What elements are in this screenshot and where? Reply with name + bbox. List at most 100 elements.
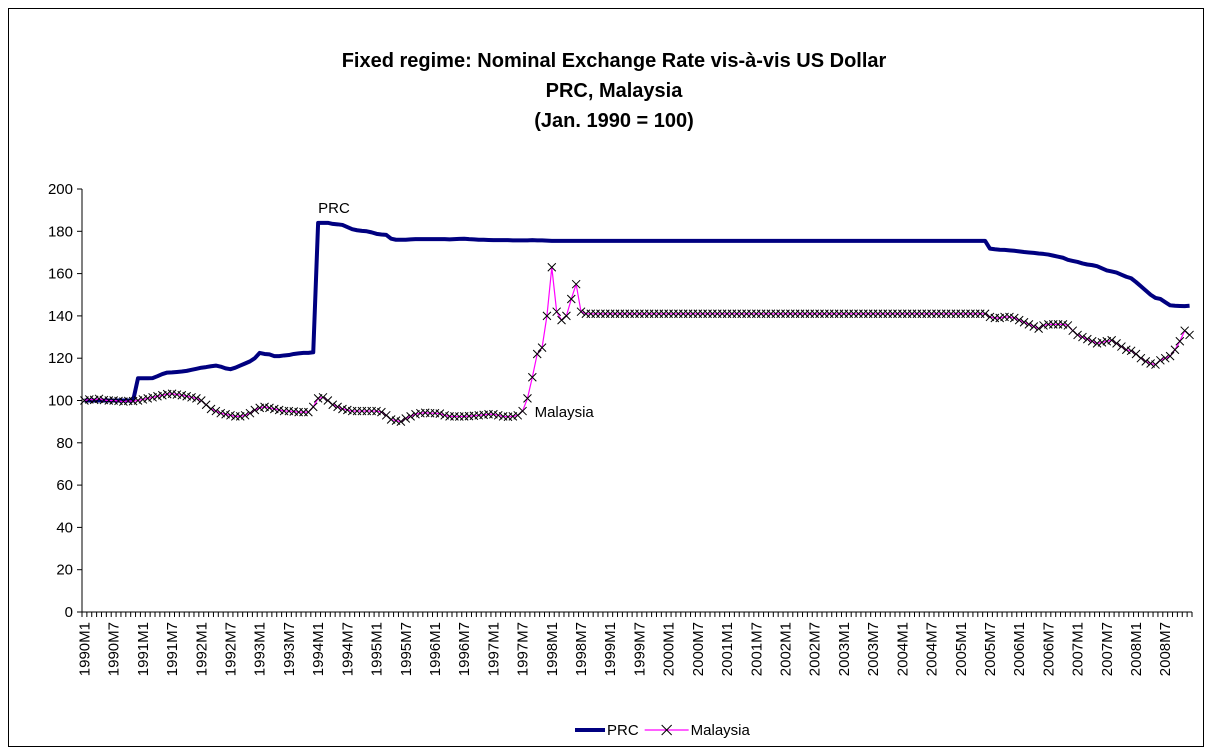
x-tick-label: 2007M7 [1099, 622, 1116, 676]
y-tick-label: 100 [48, 393, 73, 410]
x-tick-label: 2004M1 [894, 622, 911, 676]
series-marker [245, 408, 255, 418]
legend-label: PRC [607, 722, 639, 739]
series-marker [1078, 332, 1087, 342]
annotation: Malaysia [535, 404, 595, 421]
legend-marker [661, 724, 673, 736]
x-tick-label: 1994M7 [339, 622, 356, 676]
series-marker [1019, 317, 1029, 327]
x-tick-label: 1999M1 [602, 622, 619, 676]
x-tick-label: 1993M1 [252, 622, 269, 676]
series-marker [1082, 334, 1092, 344]
series-marker [1087, 336, 1097, 346]
annotation: PRC [318, 200, 350, 217]
x-tick-label: 1992M7 [222, 622, 239, 676]
series-marker [1034, 324, 1043, 333]
series-marker [552, 307, 562, 317]
series-marker [542, 311, 552, 321]
x-tick-label: 1990M1 [76, 622, 93, 676]
series-marker [1136, 353, 1146, 363]
series-marker [1126, 346, 1136, 356]
series-marker [1160, 353, 1170, 363]
x-tick-label: 2006M1 [1011, 622, 1028, 676]
x-tick-label: 1993M7 [281, 622, 298, 676]
y-tick-label: 160 [48, 266, 73, 283]
series-marker [406, 412, 415, 421]
x-tick-label: 2004M7 [924, 622, 941, 676]
chart-frame [8, 8, 1204, 747]
series-marker [518, 406, 527, 416]
series-marker [94, 394, 104, 404]
series-marker [318, 392, 328, 402]
series-marker [1029, 322, 1039, 331]
x-tick-label: 1999M7 [631, 622, 648, 676]
series-marker [192, 394, 201, 403]
x-tick-label: 1992M1 [193, 622, 210, 676]
series-marker [1156, 355, 1165, 365]
series-marker [435, 409, 445, 418]
x-tick-label: 1990M7 [106, 622, 123, 676]
x-tick-label: 2007M1 [1070, 622, 1087, 676]
x-tick-label: 2002M1 [777, 622, 794, 676]
x-tick-label: 1991M1 [135, 622, 152, 676]
series-marker [328, 400, 338, 410]
series-line [84, 220, 1190, 403]
series-marker [527, 372, 537, 382]
x-tick-label: 2005M7 [982, 622, 999, 676]
series-marker [250, 405, 260, 415]
series-marker [1014, 315, 1024, 325]
x-tick-label: 2001M1 [719, 622, 736, 676]
x-tick-label: 2005M1 [953, 622, 970, 676]
y-tick-label: 40 [56, 519, 73, 536]
x-tick-label: 1997M7 [515, 622, 532, 676]
series-marker [1141, 357, 1151, 366]
y-tick-label: 140 [48, 308, 73, 325]
series-marker [1009, 313, 1019, 323]
series-marker [1185, 330, 1194, 340]
x-tick-label: 2006M7 [1040, 622, 1057, 676]
x-tick-label: 2002M7 [807, 622, 824, 676]
x-tick-label: 1995M7 [398, 622, 415, 676]
series-marker [1175, 336, 1185, 346]
series-marker [562, 311, 571, 321]
chart-title: PRC, Malaysia [546, 80, 684, 102]
series-marker [566, 294, 576, 304]
x-tick-label: 2000M1 [661, 622, 678, 676]
series-marker [1107, 335, 1117, 345]
x-tick-label: 1998M1 [544, 622, 561, 676]
chart-title: (Jan. 1990 = 100) [534, 110, 694, 132]
legend-label: Malaysia [691, 722, 751, 739]
x-tick-label: 1995M1 [369, 622, 386, 676]
x-tick-label: 2008M7 [1157, 622, 1174, 676]
x-tick-label: 1997M1 [485, 622, 502, 676]
y-tick-label: 180 [48, 223, 73, 240]
series-marker [1170, 345, 1180, 355]
x-tick-label: 2000M7 [690, 622, 707, 676]
chart-title: Fixed regime: Nominal Exchange Rate vis-… [342, 50, 887, 72]
x-tick-label: 2003M7 [865, 622, 882, 676]
series-marker [1165, 351, 1175, 361]
x-tick-label: 1996M1 [427, 622, 444, 676]
series-marker [1117, 342, 1126, 351]
x-tick-label: 2001M7 [748, 622, 765, 676]
x-tick-label: 1996M7 [456, 622, 473, 676]
y-tick-label: 0 [65, 604, 73, 621]
y-tick-label: 60 [56, 477, 73, 494]
series-marker [240, 410, 250, 420]
x-tick-label: 2003M1 [836, 622, 853, 676]
x-tick-label: 1998M7 [573, 622, 590, 676]
y-tick-label: 20 [56, 562, 73, 579]
series-marker [206, 404, 216, 414]
series-marker [980, 309, 990, 319]
x-tick-label: 1991M7 [164, 622, 181, 676]
series-marker [396, 417, 406, 427]
series-marker [547, 262, 557, 272]
series-marker [401, 414, 411, 423]
x-tick-label: 2008M1 [1128, 622, 1145, 676]
series-marker [532, 349, 542, 359]
series-marker [377, 407, 386, 417]
series-marker [1073, 330, 1082, 340]
series-marker [576, 307, 586, 317]
series-marker [1112, 339, 1121, 348]
